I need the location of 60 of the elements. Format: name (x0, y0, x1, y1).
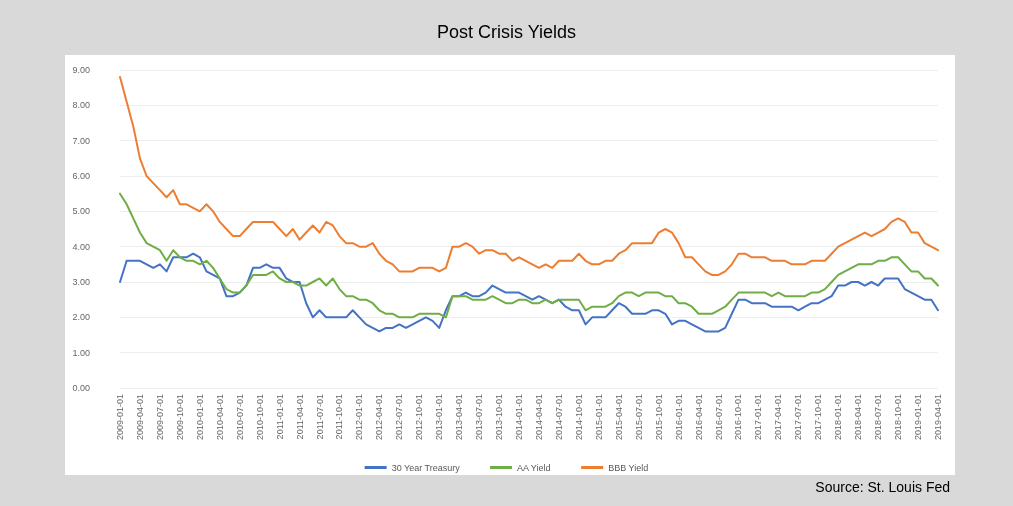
x-tick-label: 2012-10-01 (414, 394, 425, 441)
x-tick-label: 2009-04-01 (134, 394, 145, 441)
y-tick-label: 6.00 (72, 171, 90, 181)
y-tick-label: 1.00 (72, 347, 90, 358)
legend-label: AA Yield (517, 462, 551, 473)
y-tick-label: 3.00 (72, 277, 90, 287)
x-tick-label: 2012-01-01 (354, 394, 365, 441)
x-tick-label: 2015-10-01 (653, 394, 664, 441)
x-tick-label: 2010-01-01 (194, 394, 205, 441)
x-tick-label: 2015-01-01 (593, 394, 604, 441)
line-series (119, 76, 939, 276)
x-tick-label: 2019-01-01 (913, 394, 924, 441)
x-tick-label: 2018-07-01 (873, 394, 884, 441)
line-series (119, 252, 939, 333)
x-tick-label: 2015-04-01 (613, 394, 624, 441)
x-tick-label: 2016-07-01 (713, 394, 724, 441)
x-tick-label: 2010-10-01 (254, 394, 265, 441)
x-tick-label: 2010-07-01 (234, 394, 245, 441)
x-tick-label: 2018-01-01 (833, 394, 844, 441)
x-tick-label: 2019-04-01 (933, 394, 943, 441)
x-tick-label: 2014-01-01 (514, 394, 525, 441)
x-tick-label: 2012-04-01 (374, 394, 385, 441)
chart-title: Post Crisis Yields (436, 22, 577, 42)
x-tick-label: 2016-04-01 (693, 394, 704, 441)
x-tick-label: 2013-04-01 (454, 394, 465, 441)
x-tick-label: 2017-04-01 (773, 394, 784, 441)
x-tick-label: 2013-01-01 (434, 394, 445, 441)
y-tick-label: 2.00 (72, 312, 90, 323)
x-tick-label: 2017-10-01 (813, 394, 824, 441)
x-tick-label: 2009-10-01 (174, 394, 185, 441)
x-tick-label: 2014-04-01 (533, 394, 544, 441)
line-series (119, 192, 939, 319)
y-tick-label: 9.00 (72, 65, 90, 75)
x-tick-label: 2013-07-01 (474, 394, 485, 441)
x-tick-label: 2010-04-01 (214, 394, 225, 441)
y-tick-label: 0.00 (72, 383, 90, 393)
x-tick-label: 2011-07-01 (314, 394, 325, 440)
y-tick-label: 4.00 (72, 241, 90, 252)
x-tick-label: 2017-07-01 (793, 394, 804, 441)
x-tick-label: 2017-01-01 (753, 394, 764, 441)
legend-label: 30 Year Treasury (391, 462, 461, 473)
legend-label: BBB Yield (608, 462, 649, 473)
x-tick-label: 2014-10-01 (573, 394, 584, 441)
x-tick-label: 2016-10-01 (733, 394, 744, 441)
x-tick-label: 2011-04-01 (294, 394, 305, 440)
source-note: Source: St. Louis Fed (815, 479, 951, 495)
x-tick-label: 2009-07-01 (154, 394, 165, 441)
x-tick-label: 2015-07-01 (633, 394, 644, 441)
y-tick-label: 5.00 (72, 206, 90, 217)
x-tick-label: 2011-10-01 (334, 394, 345, 440)
x-tick-label: 2011-01-01 (274, 394, 285, 440)
x-tick-label: 2012-07-01 (394, 394, 405, 441)
x-tick-label: 2016-01-01 (673, 394, 684, 441)
x-tick-label: 2018-04-01 (853, 394, 864, 441)
y-tick-label: 7.00 (72, 135, 90, 146)
x-tick-label: 2018-10-01 (893, 394, 904, 441)
x-tick-label: 2014-07-01 (553, 394, 564, 441)
y-tick-label: 8.00 (72, 100, 90, 111)
x-tick-label: 2013-10-01 (494, 394, 505, 441)
x-tick-label: 2009-01-01 (115, 394, 125, 441)
